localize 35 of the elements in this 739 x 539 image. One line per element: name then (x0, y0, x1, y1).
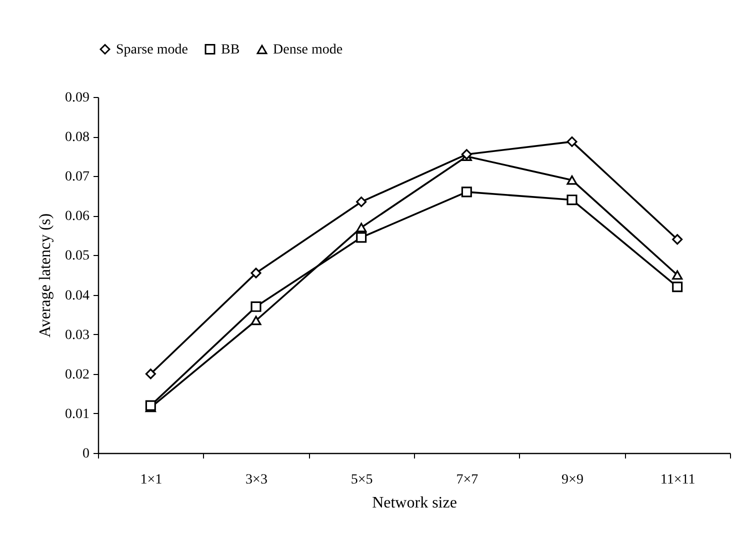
point (250, 301, 262, 312)
point (672, 282, 683, 292)
point (672, 270, 683, 280)
y-tick-label: 0.03 (65, 328, 90, 343)
x-tick-label: 7×7 (456, 472, 478, 488)
legend-label: BB (221, 42, 240, 58)
y-tick-label: 0.09 (65, 90, 90, 106)
point (356, 196, 367, 208)
x-tick-label: 11×11 (660, 472, 696, 488)
point (566, 175, 578, 185)
y-tick-label: 0.07 (65, 170, 90, 185)
y-tick-label: 0.05 (65, 248, 90, 264)
x-tick-label: 5×5 (350, 472, 373, 488)
point (672, 234, 683, 245)
y-tick-label: 0.01 (65, 406, 90, 422)
y-axis-title: Average latency (s) (37, 213, 54, 338)
y-tick-label: 0.02 (65, 367, 90, 382)
point (461, 186, 472, 198)
legend-label: Sparse mode (116, 42, 188, 58)
x-tick-label: 9×9 (562, 472, 584, 488)
x-axis-title: Network size (372, 494, 457, 512)
x-tick-label: 3×3 (246, 472, 268, 488)
y-tick-label: 0.06 (65, 209, 90, 224)
point (356, 222, 367, 232)
y-tick-label: 0 (82, 446, 90, 462)
legend-label: Dense mode (273, 42, 343, 58)
x-tick-label: 1×1 (140, 472, 162, 488)
point (566, 194, 578, 206)
point (356, 232, 367, 243)
point (145, 368, 156, 380)
y-tick-label: 0.08 (65, 130, 90, 146)
point (250, 268, 262, 278)
point (566, 136, 578, 147)
point (250, 316, 262, 326)
y-tick-label: 0.04 (65, 288, 90, 304)
